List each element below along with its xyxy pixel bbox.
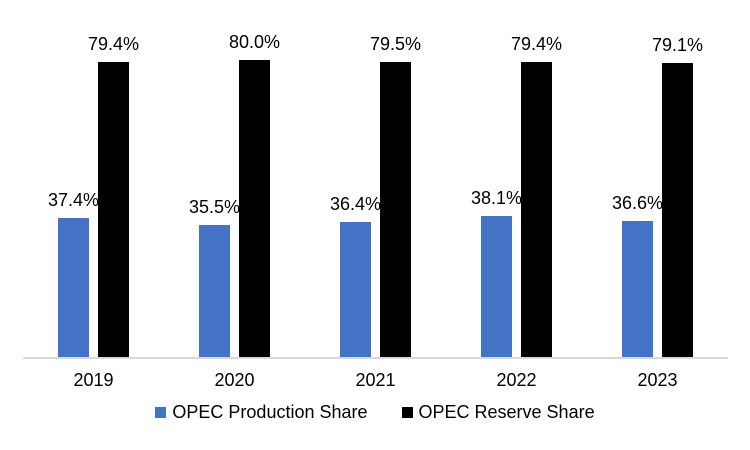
bar-production-2023: 36.6%	[612, 193, 663, 357]
legend-swatch-reserve-icon	[401, 407, 413, 418]
bar-group-2019: 37.4% 79.4% 2019	[23, 0, 164, 390]
value-label-production-2023: 36.6%	[611, 193, 664, 214]
x-axis-label-2021: 2021	[355, 370, 396, 390]
value-label-reserve-2020: 80.0%	[228, 32, 281, 53]
x-axis-label-2023: 2023	[637, 370, 678, 390]
legend-label-reserve: OPEC Reserve Share	[418, 402, 595, 422]
value-label-production-2022: 38.1%	[470, 187, 523, 208]
value-label-reserve-2019: 79.4%	[87, 34, 140, 55]
value-label-production-2021: 36.4%	[329, 194, 382, 215]
plot-area: 37.4% 79.4% 2019 35.5% 80.0% 2020 36.4% 79.5% 20…	[23, 0, 728, 390]
bar-group-2023: 36.6% 79.1% 2023	[587, 0, 728, 390]
bar-reserve-2019: 79.4%	[88, 34, 139, 357]
x-axis-label-2020: 2020	[214, 370, 255, 390]
bar-reserve-2021: 79.5%	[370, 34, 421, 357]
legend: OPEC Production Share OPEC Reserve Share	[0, 402, 750, 423]
bar-reserve-2022: 79.4%	[511, 34, 562, 357]
legend-item-reserve-share: OPEC Reserve Share	[401, 402, 595, 423]
bar-group-2022: 38.1% 79.4% 2022	[446, 0, 587, 390]
bar-reserve-2020: 80.0%	[229, 32, 280, 357]
bar-production-2019: 37.4%	[48, 191, 99, 357]
bar-group-2021: 36.4% 79.5% 2021	[305, 0, 446, 390]
x-axis-label-2019: 2019	[73, 370, 114, 390]
x-axis-label-2022: 2022	[496, 370, 537, 390]
bar-production-2020: 35.5%	[189, 198, 240, 357]
bar-reserve-2023: 79.1%	[652, 36, 703, 357]
bar-group-2020: 35.5% 80.0% 2020	[164, 0, 305, 390]
legend-swatch-production-icon	[155, 407, 167, 418]
value-label-production-2020: 35.5%	[188, 197, 241, 218]
legend-item-production-share: OPEC Production Share	[155, 402, 368, 423]
value-label-reserve-2023: 79.1%	[651, 35, 704, 56]
bar-production-2022: 38.1%	[471, 188, 522, 357]
legend-label-production: OPEC Production Share	[172, 402, 368, 422]
value-label-reserve-2022: 79.4%	[510, 34, 563, 55]
value-label-reserve-2021: 79.5%	[369, 33, 422, 54]
bar-production-2021: 36.4%	[330, 194, 381, 357]
value-label-production-2019: 37.4%	[47, 190, 100, 211]
